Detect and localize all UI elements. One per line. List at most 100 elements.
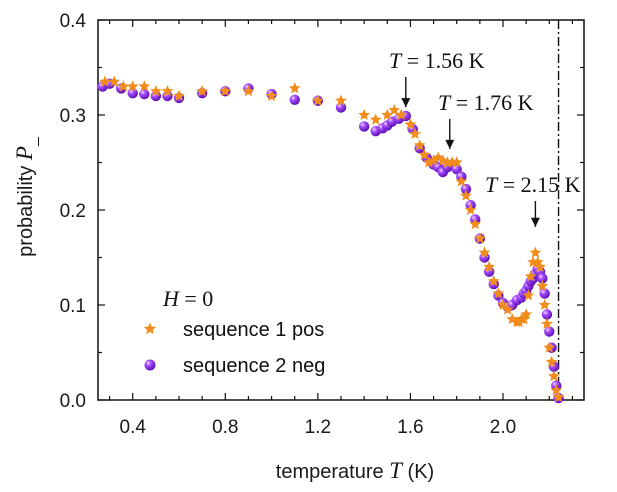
pos-point (126, 80, 139, 92)
pos-point (478, 246, 491, 258)
annotation-var: T (389, 48, 403, 73)
pos-point (483, 260, 496, 273)
pos-point (520, 308, 533, 320)
legend-title-var: H (162, 286, 180, 311)
pos-point (536, 279, 549, 292)
pos-point (358, 108, 371, 121)
x-tick-label: 1.6 (397, 417, 423, 438)
pos-point (196, 85, 209, 97)
y-axis-title: probability P_ (12, 136, 40, 257)
y-tick-label: 0.1 (60, 296, 86, 317)
annotation-text: = 2.15 K (497, 172, 580, 197)
annotation-arrowhead (401, 98, 411, 108)
annotation-arrowhead (445, 139, 455, 149)
pos-point (404, 118, 417, 130)
x-tick-label: 0.4 (120, 417, 147, 438)
y-tick-label: 0.2 (60, 201, 86, 222)
pos-point (529, 246, 542, 258)
legend-entry-1: sequence 1 pos (183, 319, 324, 341)
x-tick-label: 1.2 (305, 417, 331, 438)
annotation-arrowhead (530, 217, 540, 227)
pos-point (423, 156, 435, 168)
pos-point (469, 218, 482, 230)
legend: H = 0 sequence 1 pos sequence 2 neg (143, 286, 325, 377)
pos-point (395, 108, 408, 121)
neg-point (358, 121, 370, 132)
pos-point (413, 139, 426, 151)
pos-point (288, 82, 301, 94)
annotations: T = 1.56 KT = 1.76 KT = 2.15 K (389, 48, 581, 227)
x-axis-title-suffix: (K) (402, 461, 434, 483)
y-tick-labels: 0.0 0.1 0.2 0.3 0.4 (60, 11, 87, 412)
pos-point (522, 289, 535, 301)
pos-point (534, 260, 546, 273)
pos-point (108, 75, 121, 87)
pos-point (487, 275, 500, 287)
pos-point (388, 104, 401, 116)
neg-point (335, 102, 347, 113)
neg-point (127, 87, 138, 99)
x-axis-title: temperature T (K) (276, 458, 434, 483)
pos-point (473, 232, 486, 244)
pos-point (541, 317, 553, 330)
legend-star-icon (143, 322, 157, 335)
neg-point (539, 288, 550, 299)
annotation-text: = 1.56 K (401, 48, 484, 73)
y-tick-label: 0.3 (60, 106, 86, 127)
pos-point (538, 298, 551, 311)
annotation-label: T = 2.15 K (485, 172, 581, 197)
legend-sphere-icon (144, 359, 156, 371)
annotation-label: T = 1.76 K (438, 90, 534, 115)
pos-point (335, 94, 347, 106)
axis-ticks (98, 19, 584, 401)
pos-point (381, 108, 394, 121)
pos-point (427, 154, 440, 166)
pos-point (242, 85, 255, 97)
pos-point (450, 156, 463, 168)
legend-title: H = 0 (162, 286, 213, 311)
legend-title-rest: = 0 (179, 286, 213, 311)
legend-star-marker (143, 322, 157, 335)
pos-point (311, 94, 324, 106)
y-axis-title-prefix: probability (15, 160, 37, 257)
pos-point (265, 89, 278, 102)
plot-frame (97, 19, 585, 401)
legend-sphere-marker (144, 359, 156, 371)
pos-point (117, 80, 130, 92)
pos-point (497, 298, 509, 311)
data-points (97, 75, 565, 404)
neg-point (537, 273, 548, 284)
pos-point (149, 85, 162, 97)
pos-point (138, 80, 151, 92)
pos-point (460, 189, 472, 201)
pos-point (161, 85, 174, 97)
pos-point (552, 390, 565, 403)
pos-point (548, 370, 560, 382)
neg-point (541, 309, 553, 320)
pos-point (545, 355, 558, 368)
pos-point (455, 175, 468, 187)
x-tick-label: 0.8 (212, 417, 238, 438)
y-tick-label: 0.0 (60, 391, 86, 412)
x-axis-title-prefix: temperature (276, 461, 389, 483)
neg-point (544, 326, 555, 337)
legend-entry-2: sequence 2 neg (183, 355, 325, 377)
neg-point (460, 183, 472, 195)
y-axis-title-var: P (12, 146, 37, 161)
y-axis-title-sub: _ (23, 136, 40, 147)
pos-point (464, 203, 477, 216)
y-tick-label: 0.4 (60, 11, 87, 32)
pos-point (409, 127, 421, 140)
pos-point (99, 75, 111, 87)
pos-point (492, 287, 505, 299)
x-tick-label: 2.0 (490, 417, 516, 438)
pos-point (219, 85, 232, 97)
pos-point (418, 148, 431, 160)
annotation-label: T = 1.56 K (389, 48, 485, 73)
pos-point (524, 270, 537, 282)
x-axis-title-var: T (389, 458, 404, 483)
pos-point (369, 113, 382, 125)
annotation-var: T (485, 172, 499, 197)
annotation-text: = 1.76 K (450, 90, 533, 115)
annotation-var: T (438, 90, 452, 115)
